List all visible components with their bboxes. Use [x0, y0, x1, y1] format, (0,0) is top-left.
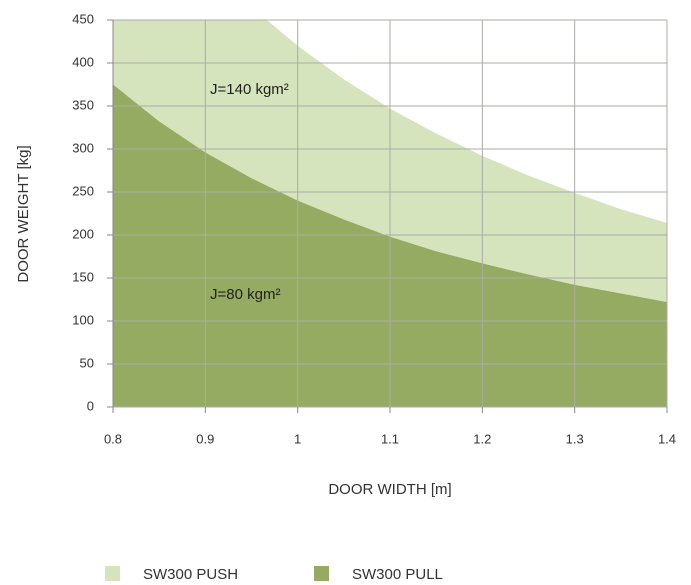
- y-tick-label: 450: [72, 11, 94, 26]
- annotation: J=140 kgm²: [210, 81, 289, 98]
- y-tick-label: 400: [72, 54, 94, 69]
- y-tick-label: 250: [72, 183, 94, 198]
- y-tick-label: 100: [72, 312, 94, 327]
- y-tick-label: 300: [72, 140, 94, 155]
- y-tick-label: 200: [72, 226, 94, 241]
- annotation: J=80 kgm²: [210, 286, 280, 303]
- x-tick-label: 1: [294, 431, 301, 446]
- y-tick-label: 350: [72, 97, 94, 112]
- y-axis-label: DOOR WEIGHT [kg]: [15, 145, 32, 282]
- x-tick-label: 0.9: [196, 431, 214, 446]
- x-tick-label: 0.8: [104, 431, 122, 446]
- x-tick-label: 1.3: [566, 431, 584, 446]
- grid: [107, 19, 668, 413]
- legend-swatch: [314, 566, 329, 581]
- legend-label: SW300 PULL: [352, 566, 443, 583]
- y-tick-label: 0: [87, 398, 94, 413]
- legend-label: SW300 PUSH: [143, 566, 238, 583]
- x-tick-label: 1.4: [658, 431, 676, 446]
- x-axis-label: DOOR WIDTH [m]: [328, 481, 451, 498]
- legend-swatch: [105, 566, 120, 581]
- x-tick-label: 1.1: [381, 431, 399, 446]
- x-tick-label: 1.2: [473, 431, 491, 446]
- y-tick-label: 150: [72, 269, 94, 284]
- y-tick-label: 50: [80, 355, 94, 370]
